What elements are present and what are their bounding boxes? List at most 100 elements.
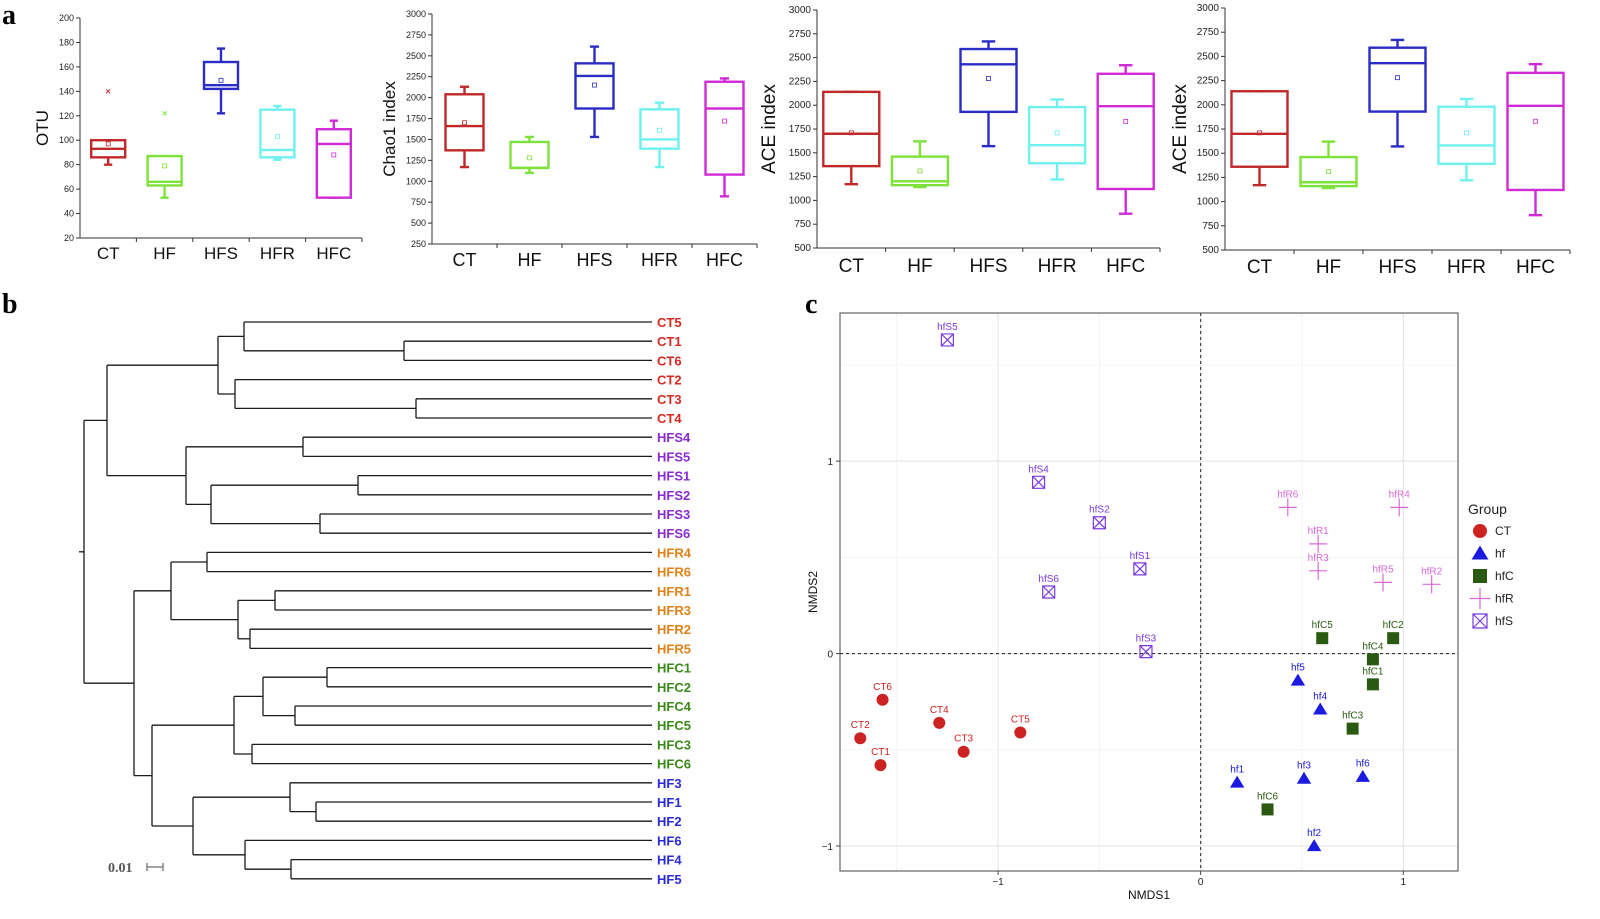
y-tick-label: 80 <box>64 160 74 170</box>
dendro-leaf-label: HFS5 <box>657 449 690 464</box>
y-tick-label: 1000 <box>406 176 426 186</box>
nmds-point-label: hfS4 <box>1028 464 1049 475</box>
box-iqr <box>1096 72 1155 191</box>
nmds-point-label: hfC4 <box>1362 641 1384 652</box>
ace-boxplot-2: 500 750 1000 1250 1500 1750 2000 2250 2500 2750 30… <box>1170 3 1571 278</box>
box-iqr <box>1506 71 1565 192</box>
nmds-point <box>957 745 970 758</box>
y-tick-label: 1750 <box>789 124 812 135</box>
legend-label: CT <box>1495 524 1512 538</box>
y-tick-label: 2250 <box>406 72 426 82</box>
y-tick-label: 3000 <box>789 5 812 16</box>
nmds-point-label: hf6 <box>1356 759 1370 770</box>
y-tick-label: 2250 <box>789 76 812 87</box>
y-tick-label: 1 <box>827 457 833 468</box>
x-category-label: HFR <box>1447 257 1486 278</box>
y-tick-label: 2500 <box>789 53 812 64</box>
box-iqr <box>315 128 352 199</box>
x-category-label: CT <box>1247 257 1273 278</box>
dendro-leaf-label: CT4 <box>657 411 682 426</box>
y-tick-label: 500 <box>1202 245 1219 256</box>
y-tick-label: 20 <box>64 233 74 243</box>
nmds-point <box>1261 803 1274 816</box>
nmds-point <box>940 333 954 347</box>
dendro-leaf-label: CT2 <box>657 373 682 388</box>
mean-marker <box>1395 75 1400 81</box>
mean-marker <box>917 168 923 174</box>
y-tick-label: 2000 <box>406 93 426 103</box>
y-axis-label: OTU <box>33 110 52 146</box>
x-category-label: HFC <box>1516 257 1555 278</box>
nmds-point <box>1014 726 1027 739</box>
nmds-point-label: hfR4 <box>1389 489 1411 500</box>
nmds-point-label: hfC3 <box>1342 711 1364 722</box>
y-tick-label: 2500 <box>1197 51 1220 62</box>
nmds-point <box>1278 498 1297 517</box>
y-tick-label: 2750 <box>789 29 812 40</box>
y-tick-label: 40 <box>64 209 74 219</box>
x-axis-label: NMDS1 <box>1128 888 1170 902</box>
nmds-point <box>1309 534 1328 553</box>
box-iqr <box>1437 105 1496 166</box>
mean-marker <box>1326 169 1331 174</box>
nmds-point <box>1374 573 1393 592</box>
dendro-leaf-label: HF1 <box>657 795 682 810</box>
legend-label: hfC <box>1495 569 1514 583</box>
box-iqr <box>444 93 485 152</box>
nmds-point-label: hfC6 <box>1257 791 1279 802</box>
dendro-leaf-label: HFC1 <box>657 661 691 676</box>
y-tick-label: 750 <box>794 219 811 230</box>
mean-marker <box>218 77 224 83</box>
y-tick-label: 0 <box>827 650 833 661</box>
nmds-point-label: hfS1 <box>1130 551 1151 562</box>
dendro-leaf-label: CT5 <box>657 315 682 330</box>
dendro-leaf-label: HFR2 <box>657 622 691 637</box>
nmds-point-label: hfC1 <box>1362 666 1384 677</box>
y-axis-label: NMDS2 <box>806 571 820 613</box>
mean-marker <box>274 134 280 139</box>
dendro-leaf-label: HFS4 <box>657 430 691 445</box>
mean-marker <box>462 120 467 126</box>
y-tick-label: 140 <box>59 86 74 96</box>
nmds-point <box>1366 653 1379 666</box>
mean-marker <box>162 163 168 169</box>
box-iqr <box>639 108 680 150</box>
y-tick-label: 2500 <box>406 51 426 61</box>
plot-background <box>840 313 1458 871</box>
nmds-point-label: hfS6 <box>1038 574 1059 585</box>
x-category-label: HF <box>1316 257 1341 278</box>
nmds-point-label: CT5 <box>1011 714 1030 725</box>
panel-letter-a: a <box>2 0 16 31</box>
y-tick-label: 250 <box>411 239 426 249</box>
legend-label: hfR <box>1495 592 1514 606</box>
y-axis-label: ACE index <box>759 84 780 174</box>
x-category-label: HFC <box>316 244 351 263</box>
x-category-label: HFR <box>260 244 295 263</box>
nmds-point <box>1390 498 1409 517</box>
legend-marker <box>1473 524 1487 538</box>
mean-marker <box>1054 130 1060 136</box>
y-tick-label: 1000 <box>1197 197 1220 208</box>
y-tick-label: 1500 <box>789 148 812 159</box>
y-axis-label: Chao1 index <box>380 81 399 177</box>
nmds-point <box>1309 561 1328 580</box>
dendro-leaf-label: HFR4 <box>657 545 692 560</box>
y-tick-label: 200 <box>59 13 74 23</box>
mean-marker <box>592 82 597 88</box>
nmds-point <box>1387 632 1400 645</box>
dendrogram: CT5 CT1 CT6 CT2 CT3 CT4 HFS4 HFS5 HFS1 HFS2 HFS3 HF… <box>79 315 692 887</box>
y-tick-label: 1500 <box>1197 148 1220 159</box>
x-category-label: HFS <box>204 244 238 263</box>
x-tick-label: 1 <box>1401 877 1407 888</box>
nmds-point-label: hfS5 <box>937 322 958 333</box>
nmds-point-label: hf5 <box>1291 663 1305 674</box>
nmds-point <box>854 732 867 745</box>
x-tick-label: 0 <box>1198 877 1204 888</box>
x-tick-label: −1 <box>992 877 1004 888</box>
dendro-leaf-label: HF5 <box>657 872 682 887</box>
mean-marker <box>1533 118 1538 124</box>
legend-marker <box>1469 588 1491 609</box>
dendro-leaf-label: HFC4 <box>657 699 692 714</box>
box-iqr <box>704 80 745 176</box>
